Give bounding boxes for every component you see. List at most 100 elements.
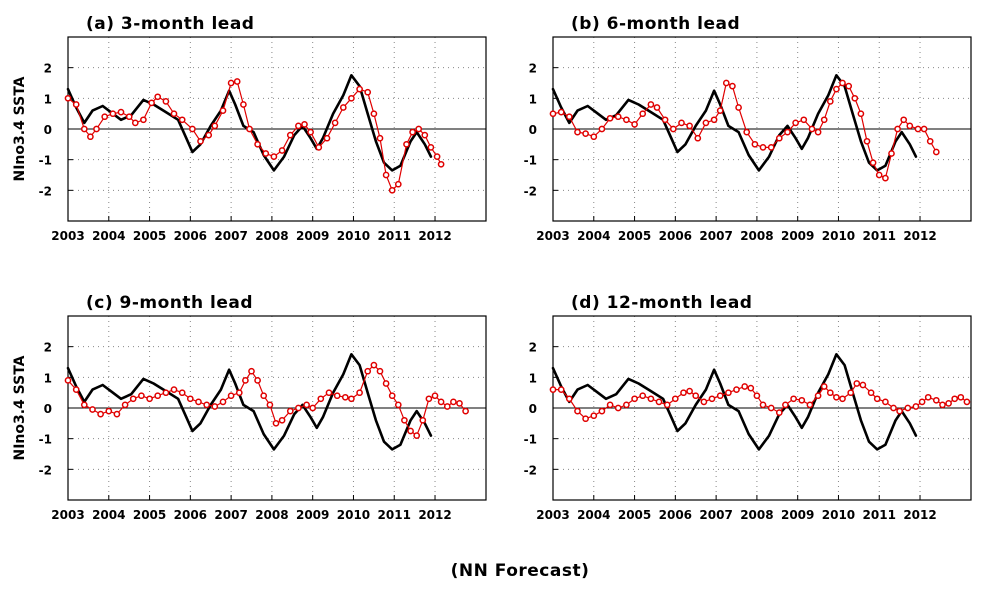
x-tick-label: 2011: [378, 508, 411, 522]
forecast-point: [743, 128, 751, 136]
forecast-point: [431, 392, 439, 400]
forecast-point: [820, 383, 828, 390]
forecast-point: [427, 144, 435, 151]
observed-line: [551, 74, 918, 172]
forecast-point: [702, 119, 710, 127]
plot-frame: [552, 36, 972, 222]
forecast-point: [437, 160, 445, 168]
forecast-point: [415, 125, 423, 133]
forecast-point: [932, 148, 940, 156]
forecast-point: [912, 403, 920, 410]
forecast-point: [565, 113, 573, 121]
forecast-point: [549, 110, 557, 118]
panel-title: (b) 6-month lead: [571, 14, 740, 34]
x-tick-label: 2003: [51, 508, 84, 522]
observed-line: [551, 353, 918, 451]
forecast-point: [80, 125, 88, 133]
forecast-point: [323, 134, 331, 142]
forecast-point: [614, 113, 622, 121]
forecast-point: [826, 98, 834, 105]
forecast-point: [462, 407, 469, 415]
forecast-point: [419, 416, 427, 424]
forecast-point: [303, 401, 310, 409]
forecast-point: [814, 128, 822, 136]
forecast-point: [456, 400, 463, 407]
forecast-point: [904, 404, 912, 412]
forecast-point: [64, 377, 72, 384]
forecast-point: [735, 104, 742, 111]
forecast-point: [437, 398, 445, 406]
forecast-point: [623, 116, 630, 124]
forecast-point: [219, 398, 227, 406]
forecast-point: [614, 404, 622, 412]
forecast-point: [875, 171, 883, 179]
forecast-line: [67, 80, 442, 192]
x-tick-label: 2007: [699, 508, 732, 522]
forecast-point: [394, 180, 402, 188]
forecast-point: [170, 386, 178, 393]
forecast-point: [109, 110, 117, 118]
forecast-line: [553, 382, 968, 420]
forecast-point: [260, 392, 268, 400]
forecast-point: [87, 133, 94, 141]
panel-title: (c) 9-month lead: [86, 293, 253, 313]
x-tick-label: 2010: [822, 508, 855, 522]
forecast-point: [388, 186, 396, 194]
x-tick-label: 2005: [618, 508, 651, 522]
forecast-point: [370, 361, 378, 369]
forecast-point: [582, 415, 589, 423]
forecast-point: [598, 125, 606, 133]
observed-line: [66, 353, 433, 451]
forecast-point: [906, 122, 914, 130]
forecast-point: [148, 99, 155, 107]
forecast-point: [792, 119, 799, 127]
forecast-point: [606, 401, 614, 409]
x-tick-label: 2009: [781, 508, 814, 522]
x-tick-label: 2006: [174, 229, 207, 243]
forecast-point: [767, 144, 775, 151]
x-tick-label: 2010: [822, 229, 855, 243]
forecast-point: [270, 153, 278, 160]
forecast-line: [67, 364, 467, 437]
x-tick-label: 2009: [296, 229, 329, 243]
forecast-point: [790, 395, 797, 403]
forecast-point: [661, 116, 669, 124]
forecast-point: [331, 119, 339, 127]
forecast-point: [178, 389, 186, 397]
y-tick-label: 2: [529, 341, 537, 355]
forecast-point: [382, 380, 390, 387]
forecast-point: [339, 104, 347, 111]
forecast-point: [920, 125, 928, 133]
forecast-point: [557, 386, 565, 393]
forecast-point: [235, 389, 243, 397]
y-tick-label: -2: [39, 463, 52, 477]
forecast-point: [364, 88, 372, 96]
forecast-point: [957, 393, 965, 401]
plot-frame: [552, 315, 972, 501]
forecast-point: [896, 407, 903, 415]
forecast-point: [80, 401, 88, 409]
forecast-point: [565, 395, 573, 403]
forecast-point: [125, 113, 133, 121]
y-tick-label: -2: [39, 184, 52, 198]
forecast-point: [203, 401, 211, 409]
forecast-point: [631, 395, 638, 403]
forecast-point: [189, 125, 196, 133]
y-tick-label: 0: [44, 123, 52, 137]
forecast-point: [272, 419, 280, 427]
x-tick-label: 2007: [699, 229, 732, 243]
plot-frame: [67, 36, 487, 222]
y-tick-label: 1: [529, 92, 537, 106]
forecast-point: [733, 386, 740, 393]
forecast-point: [722, 79, 730, 87]
x-tick-label: 2011: [863, 508, 896, 522]
forecast-point: [686, 122, 693, 130]
forecast-point: [716, 107, 724, 114]
forecast-point: [254, 377, 261, 384]
y-tick-label: 2: [44, 341, 52, 355]
forecast-point: [863, 137, 871, 145]
forecast-point: [716, 392, 724, 400]
x-tick-label: 2009: [781, 229, 814, 243]
panel-3: 2003 2004 2005 2006 2007 2008 2009 2010 2011 2012…: [12, 293, 487, 522]
